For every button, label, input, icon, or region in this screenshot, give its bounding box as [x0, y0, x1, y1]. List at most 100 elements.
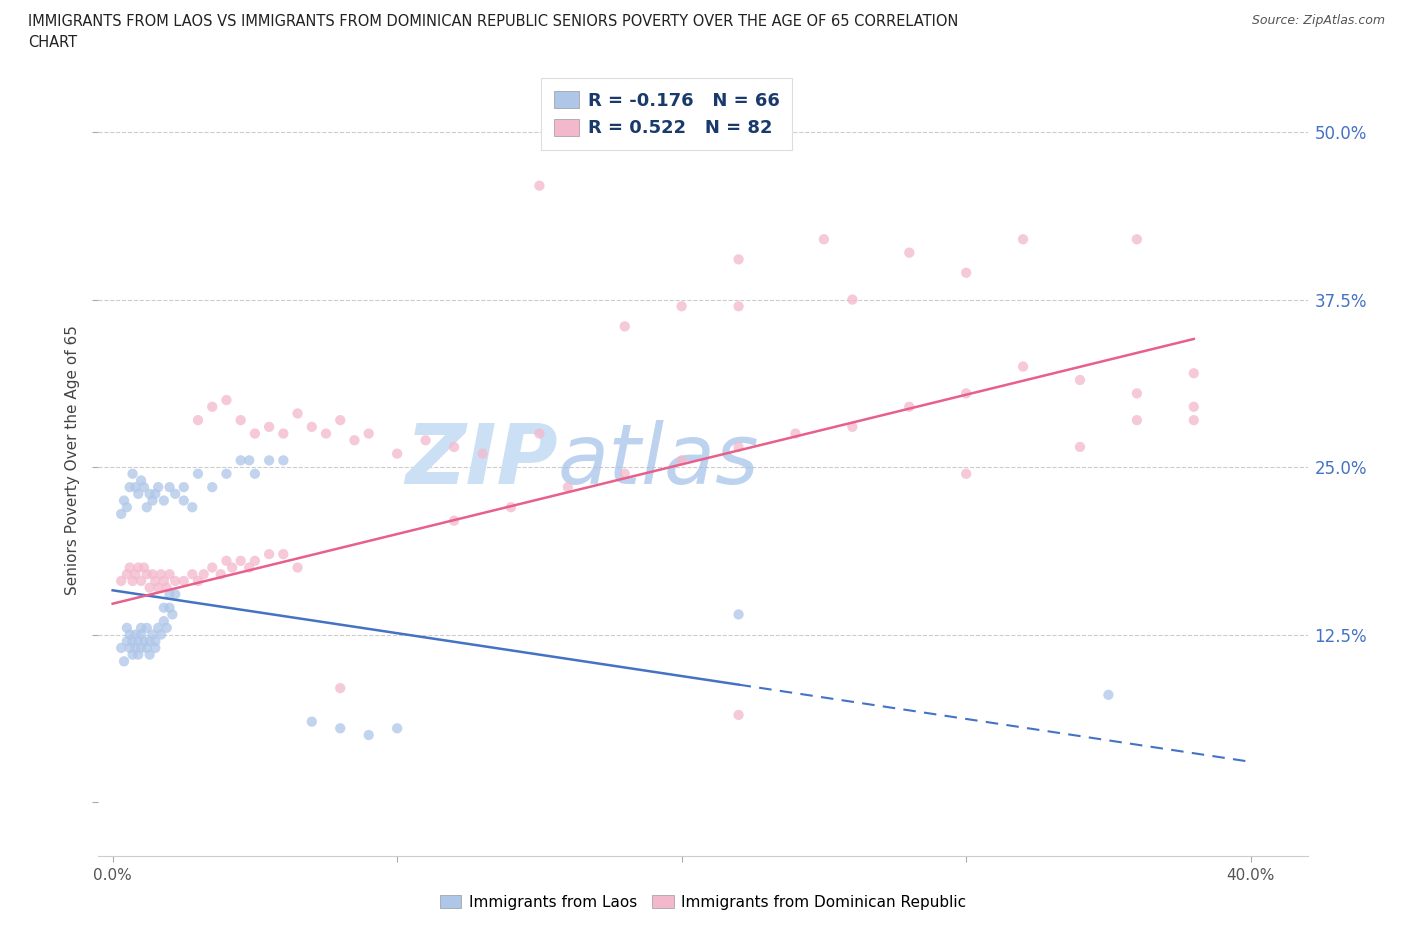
Point [209, 566, 232, 581]
Point [165, 574, 187, 589]
Point [841, 292, 863, 307]
Text: Source: ZipAtlas.com: Source: ZipAtlas.com [1251, 14, 1385, 27]
Point [671, 299, 693, 313]
Point [118, 480, 141, 495]
Point [955, 265, 977, 280]
Point [173, 574, 195, 589]
Point [187, 466, 209, 481]
Legend: R = -0.176   N = 66, R = 0.522   N = 82: R = -0.176 N = 66, R = 0.522 N = 82 [541, 78, 793, 150]
Point [238, 453, 260, 468]
Point [187, 574, 209, 589]
Point [1012, 232, 1035, 246]
Point [187, 413, 209, 428]
Point [357, 727, 380, 742]
Point [898, 246, 921, 260]
Point [727, 299, 749, 313]
Point [529, 426, 551, 441]
Point [257, 453, 280, 468]
Point [110, 574, 132, 589]
Point [443, 513, 465, 528]
Point [153, 493, 176, 508]
Point [329, 681, 352, 696]
Point [127, 633, 149, 648]
Point [499, 499, 522, 514]
Point [443, 440, 465, 455]
Point [193, 566, 215, 581]
Point [813, 232, 835, 246]
Point [1069, 440, 1091, 455]
Point [127, 486, 149, 501]
Point [1182, 399, 1205, 414]
Point [201, 560, 224, 575]
Point [243, 426, 266, 441]
Point [727, 708, 749, 723]
Point [146, 580, 169, 595]
Point [143, 574, 166, 589]
Point [110, 641, 132, 656]
Point [156, 580, 179, 595]
Point [138, 486, 160, 501]
Point [112, 493, 135, 508]
Text: ZIP: ZIP [405, 419, 558, 501]
Point [141, 566, 163, 581]
Point [329, 721, 352, 736]
Point [138, 633, 160, 648]
Point [156, 620, 179, 635]
Point [1012, 359, 1035, 374]
Point [287, 560, 309, 575]
Point [135, 566, 157, 581]
Point [273, 426, 295, 441]
Point [110, 507, 132, 522]
Point [229, 453, 252, 468]
Point [215, 392, 238, 407]
Point [243, 466, 266, 481]
Point [727, 252, 749, 267]
Point [415, 432, 437, 447]
Point [1126, 232, 1149, 246]
Point [613, 466, 636, 481]
Point [159, 480, 181, 495]
Point [121, 574, 143, 589]
Point [118, 560, 141, 575]
Point [229, 413, 252, 428]
Point [124, 627, 146, 642]
Point [238, 560, 260, 575]
Point [671, 453, 693, 468]
Point [727, 440, 749, 455]
Point [1126, 386, 1149, 401]
Legend: Immigrants from Laos, Immigrants from Dominican Republic: Immigrants from Laos, Immigrants from Do… [432, 887, 974, 918]
Point [385, 446, 408, 461]
Point [329, 413, 352, 428]
Point [215, 466, 238, 481]
Point [153, 574, 176, 589]
Point [165, 486, 187, 501]
Point [165, 587, 187, 602]
Point [201, 480, 224, 495]
Point [159, 566, 181, 581]
Point [173, 480, 195, 495]
Point [229, 553, 252, 568]
Point [215, 553, 238, 568]
Text: atlas: atlas [558, 419, 759, 501]
Point [150, 627, 173, 642]
Point [124, 566, 146, 581]
Point [121, 647, 143, 662]
Point [115, 499, 138, 514]
Point [132, 480, 155, 495]
Point [129, 574, 152, 589]
Point [112, 654, 135, 669]
Point [343, 432, 366, 447]
Point [138, 580, 160, 595]
Point [162, 607, 184, 622]
Point [138, 647, 160, 662]
Point [181, 499, 204, 514]
Point [141, 627, 163, 642]
Point [471, 446, 494, 461]
Point [141, 493, 163, 508]
Point [785, 426, 807, 441]
Point [557, 480, 579, 495]
Point [143, 486, 166, 501]
Point [135, 641, 157, 656]
Point [153, 600, 176, 615]
Point [1182, 413, 1205, 428]
